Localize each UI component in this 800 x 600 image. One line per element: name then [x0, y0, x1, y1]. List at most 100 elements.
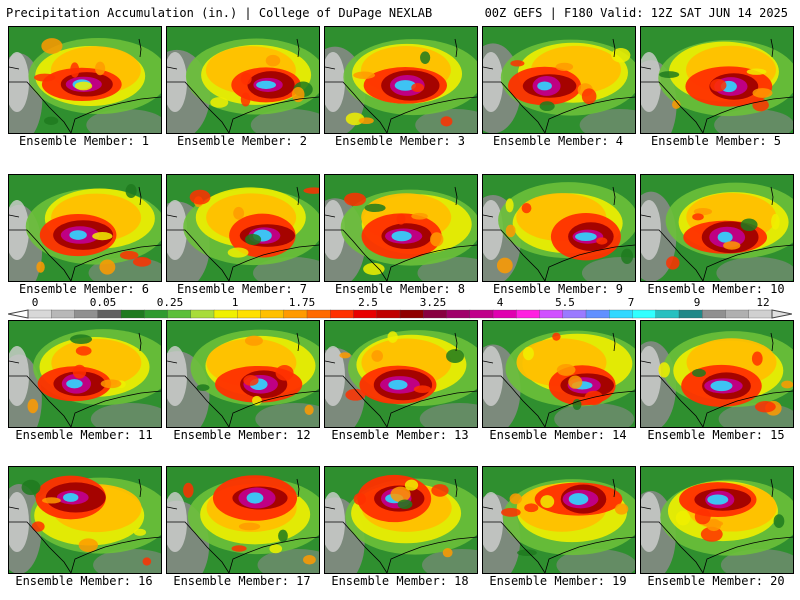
ensemble-map-panel [8, 26, 162, 134]
ensemble-map-panel [324, 174, 478, 282]
ensemble-member-caption: Ensemble Member: 7 [176, 282, 308, 296]
state-border [325, 186, 458, 218]
precip-field [167, 175, 319, 281]
colorbar-swatch [539, 309, 564, 319]
precip-field [641, 467, 793, 573]
colorbar-swatch [27, 309, 52, 319]
ensemble-member-caption: Ensemble Member: 14 [489, 428, 627, 442]
colorbar-swatch [260, 309, 285, 319]
ensemble-map-panel [640, 26, 794, 134]
precip-field [167, 467, 319, 573]
state-border [167, 478, 300, 510]
colorbar-swatch [353, 309, 378, 319]
ensemble-map-panel [640, 466, 794, 574]
ensemble-map-panel [482, 320, 636, 428]
colorbar-swatch [167, 309, 192, 319]
state-border [167, 38, 300, 70]
ensemble-member-caption: Ensemble Member: 10 [647, 282, 785, 296]
coastline-border [483, 521, 635, 573]
coastline-border [9, 521, 161, 573]
coastline-border [483, 375, 635, 427]
ensemble-member-caption: Ensemble Member: 13 [331, 428, 469, 442]
state-border [483, 332, 616, 364]
ensemble-map-panel [324, 320, 478, 428]
precip-field [483, 321, 635, 427]
state-border [483, 38, 616, 70]
colorbar-tick-label: 9 [693, 296, 701, 309]
ensemble-map-panel [8, 174, 162, 282]
chart-title: Precipitation Accumulation (in.) | Colle… [6, 6, 433, 20]
colorbar-tick-label: 5.5 [555, 296, 575, 309]
ensemble-member-caption: Ensemble Member: 5 [650, 134, 782, 148]
coastline-border [483, 229, 635, 281]
ensemble-map-panel [482, 174, 636, 282]
state-border [325, 38, 458, 70]
ensemble-map-panel [482, 26, 636, 134]
ensemble-map-panel [640, 174, 794, 282]
coastline-border [9, 81, 161, 133]
ensemble-map-panel [166, 174, 320, 282]
precip-field [483, 175, 635, 281]
ensemble-member-caption: Ensemble Member: 19 [489, 574, 627, 588]
ensemble-member-caption: Ensemble Member: 12 [173, 428, 311, 442]
ensemble-member-caption: Ensemble Member: 2 [176, 134, 308, 148]
precip-colorbar [8, 309, 792, 319]
colorbar-swatch [655, 309, 680, 319]
ensemble-member-caption: Ensemble Member: 18 [331, 574, 469, 588]
colorbar-swatch [562, 309, 587, 319]
state-border [9, 478, 142, 510]
ensemble-map-panel [8, 320, 162, 428]
state-border [641, 38, 774, 70]
colorbar-tick-label: 2.5 [358, 296, 378, 309]
colorbar-swatch [399, 309, 424, 319]
ensemble-member-caption: Ensemble Member: 16 [15, 574, 153, 588]
colorbar-tick-label: 4 [496, 296, 504, 309]
ensemble-member-caption: Ensemble Member: 17 [173, 574, 311, 588]
colorbar-swatch [678, 309, 703, 319]
coastline-border [325, 521, 477, 573]
colorbar-tick-label: 7 [627, 296, 635, 309]
coastline-border [9, 375, 161, 427]
ensemble-member-caption: Ensemble Member: 8 [334, 282, 466, 296]
precip-field [325, 27, 477, 133]
ensemble-map-panel [8, 466, 162, 574]
colorbar-swatch [702, 309, 727, 319]
state-border [325, 332, 458, 364]
colorbar-swatch [632, 309, 657, 319]
ensemble-map-panel [482, 466, 636, 574]
colorbar-swatch [376, 309, 401, 319]
ensemble-member-caption: Ensemble Member: 11 [15, 428, 153, 442]
coastline-border [167, 229, 319, 281]
precip-field [641, 27, 793, 133]
ensemble-member-caption: Ensemble Member: 9 [492, 282, 624, 296]
colorbar-swatch [306, 309, 331, 319]
state-border [167, 186, 300, 218]
ensemble-map-panel [324, 26, 478, 134]
precip-field [167, 321, 319, 427]
colorbar-swatch [748, 309, 773, 319]
ensemble-member-caption: Ensemble Member: 15 [647, 428, 785, 442]
colorbar-swatch [609, 309, 634, 319]
state-border [9, 38, 142, 70]
colorbar-swatch [97, 309, 122, 319]
colorbar-swatch [51, 309, 76, 319]
colorbar-swatch [283, 309, 308, 319]
precip-field [9, 321, 161, 427]
colorbar-swatch [74, 309, 99, 319]
coastline-border [641, 521, 793, 573]
coastline-border [483, 81, 635, 133]
coastline-border [325, 81, 477, 133]
coastline-border [641, 229, 793, 281]
colorbar-left-arrow [8, 309, 29, 319]
ensemble-map-panel [166, 26, 320, 134]
coastline-border [167, 521, 319, 573]
coastline-border [167, 81, 319, 133]
precip-field [325, 175, 477, 281]
state-border [9, 186, 142, 218]
colorbar-swatch [725, 309, 750, 319]
coastline-border [641, 375, 793, 427]
coastline-border [167, 375, 319, 427]
colorbar-swatch [423, 309, 448, 319]
colorbar-tick-label: 0 [31, 296, 39, 309]
state-border [483, 478, 616, 510]
